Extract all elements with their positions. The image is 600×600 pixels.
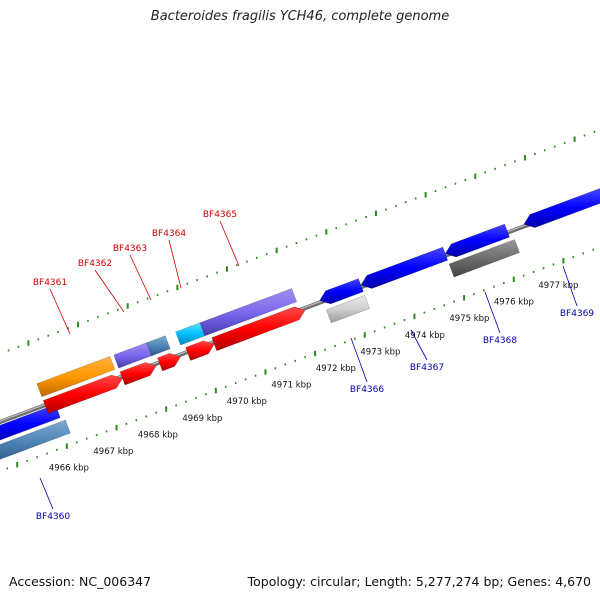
scale-label: 4968 kbp	[138, 430, 178, 440]
scale-label: 4974 kbp	[405, 331, 445, 341]
scale-label: 4969 kbp	[182, 414, 222, 424]
gene-label-bf4369-leader	[562, 265, 578, 307]
gene-bf4364-block[interactable]	[185, 340, 215, 361]
gene-label-bf4363-leader	[129, 254, 152, 301]
scale-label: 4975 kbp	[449, 314, 489, 324]
gene-label-bf4369[interactable]: BF4369	[560, 309, 595, 319]
gene-bf4360-block[interactable]	[0, 404, 61, 446]
gene-bf4361-block[interactable]	[42, 374, 123, 415]
gene-label-bf4365-leader	[219, 220, 240, 267]
gene-label-bf4367-leader	[410, 329, 428, 361]
gene-label-bf4368-leader	[484, 291, 501, 334]
scale-label: 4967 kbp	[93, 447, 133, 457]
gene-label-bf4361[interactable]: BF4361	[33, 278, 67, 288]
gene-label-bf4364[interactable]: BF4364	[152, 229, 187, 239]
gene-bf4368-block[interactable]	[444, 223, 510, 258]
gene-label-bf4362[interactable]: BF4362	[78, 259, 112, 269]
gene-label-bf4365[interactable]: BF4365	[203, 210, 237, 220]
gene-label-bf4363[interactable]: BF4363	[113, 244, 147, 254]
gene-bf4366-block[interactable]	[319, 278, 364, 305]
scale-label: 4972 kbp	[316, 364, 356, 374]
map-title: Bacteroides fragilis YCH46, complete gen…	[150, 9, 450, 24]
gene-bf4362-cog-block[interactable]	[113, 342, 153, 369]
scale-label: 4977 kbp	[538, 281, 578, 291]
gene-bf4368-cog-block[interactable]	[448, 239, 520, 278]
labels-layer: 4966 kbp 4967 kbp 4968 kbp 4969 kbp 4970 kbp…	[33, 210, 595, 522]
scale-label: 4976 kbp	[494, 298, 534, 308]
gene-features-layer	[0, 188, 600, 462]
gene-label-bf4360[interactable]: BF4360	[36, 512, 71, 522]
gene-label-bf4366[interactable]: BF4366	[350, 385, 385, 395]
scale-label: 4966 kbp	[49, 464, 89, 474]
accession-text: Accession: NC_006347	[9, 574, 152, 589]
gene-label-bf4368[interactable]: BF4368	[483, 336, 518, 346]
gene-bf4367-block[interactable]	[360, 246, 449, 289]
gene-label-bf4360-leader	[39, 477, 54, 510]
gene-label-bf4362-leader	[94, 269, 125, 313]
genome-summary-text: Topology: circular; Length: 5,277,274 bp…	[247, 574, 591, 589]
gene-bf4366-cog-block[interactable]	[325, 295, 371, 324]
gene-label-bf4367[interactable]: BF4367	[410, 363, 444, 373]
gene-bf4360-cog-block[interactable]	[0, 419, 71, 462]
gene-bf4362-block[interactable]	[119, 362, 157, 386]
scale-label: 4973 kbp	[360, 347, 400, 357]
gene-bf4365-cog-block[interactable]	[199, 288, 298, 337]
gene-label-bf4364-leader	[168, 239, 182, 289]
gene-label-bf4361-leader	[49, 288, 71, 335]
gene-bf4363-block[interactable]	[157, 352, 182, 372]
gene-label-bf4366-leader	[350, 337, 368, 383]
gene-bf4361-cog-block[interactable]	[36, 355, 116, 398]
gene-bf4363-cog-block[interactable]	[146, 335, 171, 357]
scale-ticks-layer	[6, 130, 596, 470]
gene-bf4365-block[interactable]	[211, 306, 306, 352]
scale-label: 4971 kbp	[271, 381, 311, 391]
scale-label: 4970 kbp	[227, 397, 267, 407]
gene-bf4369-block[interactable]	[523, 188, 600, 228]
